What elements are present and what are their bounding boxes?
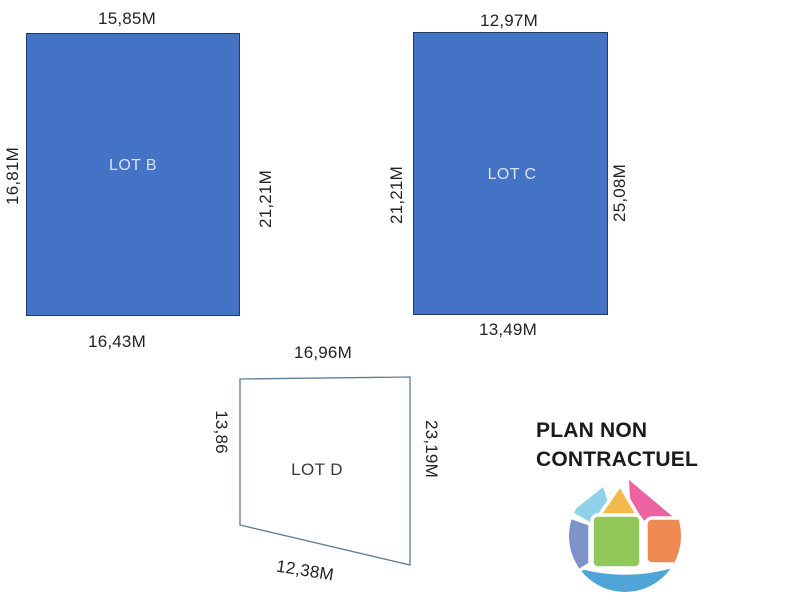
lot-c-label: LOT C: [487, 166, 537, 183]
lot-b-shape: [26, 33, 240, 316]
lot-c-top-dimension: 12,97M: [480, 11, 538, 30]
logo-right-orange: [644, 516, 681, 566]
plan-notice: PLAN NON CONTRACTUEL: [536, 416, 698, 474]
lot-c-left-dimension: 21,21M: [387, 166, 406, 224]
lot-b-bottom-dimension: 16,43M: [88, 332, 146, 351]
plan-notice-line1: PLAN NON: [536, 419, 648, 442]
lot-d-shape: [239, 376, 411, 566]
globe-logo: [569, 480, 681, 592]
lot-d-left-dimension: 13,86: [212, 410, 231, 454]
plan-notice-line2: CONTRACTUEL: [536, 448, 699, 471]
lot-b-right-dimension: 21,21M: [256, 170, 275, 228]
lot-d-top-dimension: 16,96M: [294, 343, 352, 362]
lot-b-left-dimension: 16,81M: [3, 147, 22, 205]
lot-b-top-dimension: 15,85M: [98, 9, 156, 28]
lot-c-shape: [413, 32, 608, 315]
lot-b-label: LOT B: [109, 157, 157, 174]
logo-center-green: [590, 513, 643, 570]
lot-c-bottom-dimension: 13,49M: [479, 320, 537, 339]
lot-c-right-dimension: 25,08M: [610, 164, 629, 222]
lot-d-label: LOT D: [291, 460, 343, 479]
lot-d-right-dimension: 23,19M: [422, 420, 441, 478]
